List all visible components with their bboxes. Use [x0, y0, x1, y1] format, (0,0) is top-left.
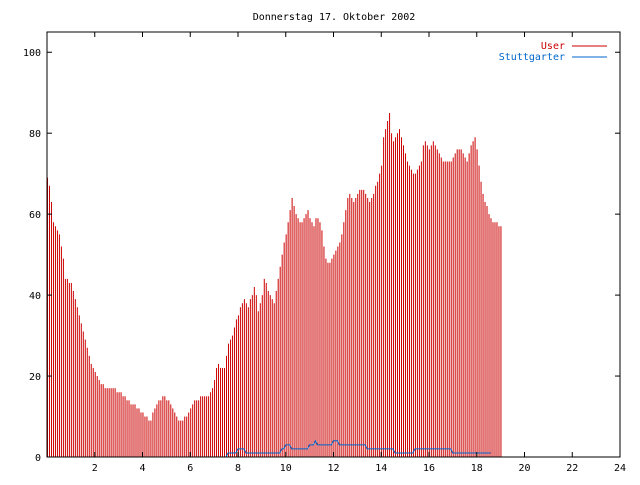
- y-tick-label: 60: [29, 210, 41, 221]
- x-tick-label: 8: [235, 463, 241, 474]
- x-tick-label: 4: [139, 463, 145, 474]
- user-bars: [47, 112, 502, 457]
- x-tick-label: 10: [280, 463, 292, 474]
- y-tick-label: 0: [35, 453, 41, 464]
- legend-label: Stuttgarter: [499, 52, 565, 63]
- chart-title: Donnerstag 17. Oktober 2002: [253, 12, 416, 23]
- x-tick-label: 24: [614, 463, 626, 474]
- y-tick-label: 80: [29, 129, 41, 140]
- x-tick-label: 18: [471, 463, 483, 474]
- x-tick-label: 2: [92, 463, 98, 474]
- y-tick-label: 20: [29, 372, 41, 383]
- legend-label: User: [541, 41, 565, 52]
- x-tick-label: 14: [375, 463, 387, 474]
- y-tick-label: 40: [29, 291, 41, 302]
- x-tick-label: 6: [187, 463, 193, 474]
- x-tick-label: 12: [327, 463, 339, 474]
- x-tick-label: 22: [566, 463, 578, 474]
- y-tick-label: 100: [23, 48, 41, 59]
- x-tick-label: 20: [518, 463, 530, 474]
- x-tick-label: 16: [423, 463, 435, 474]
